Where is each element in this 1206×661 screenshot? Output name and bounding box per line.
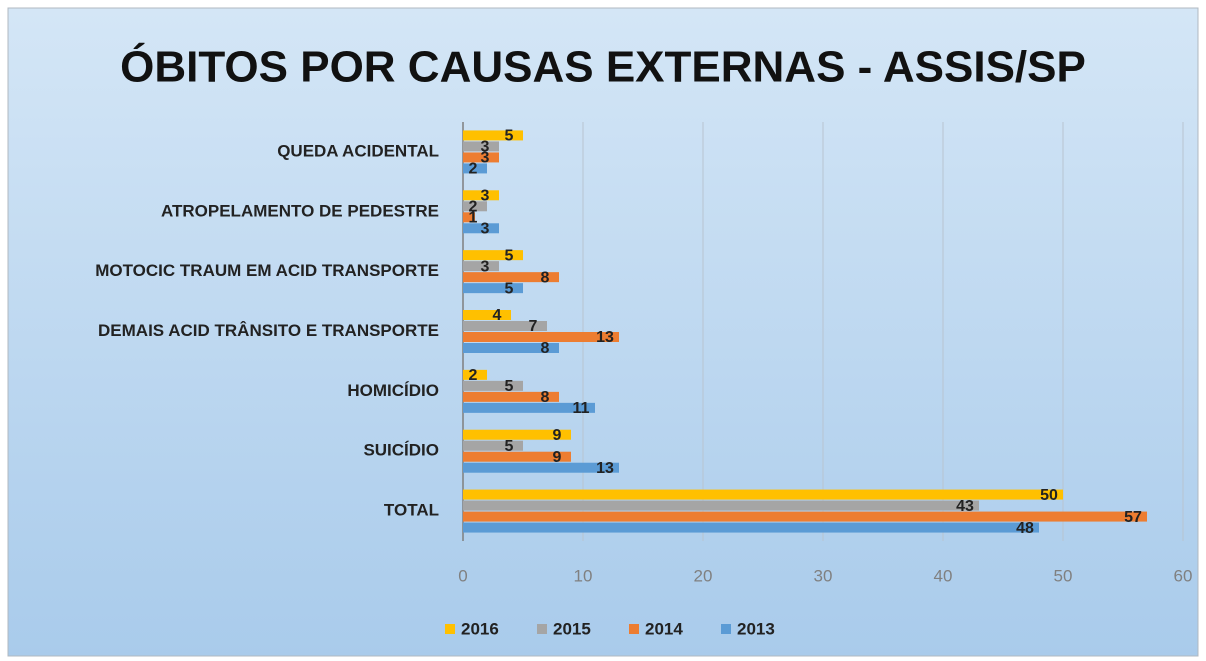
bar bbox=[463, 332, 619, 342]
data-label: 3 bbox=[481, 188, 490, 205]
y-tick-label: QUEDA ACIDENTAL bbox=[277, 141, 439, 160]
data-label: 9 bbox=[553, 449, 562, 466]
bar bbox=[463, 440, 523, 451]
x-tick-label: 40 bbox=[934, 566, 953, 585]
bar bbox=[463, 283, 523, 294]
legend-label: 2016 bbox=[461, 619, 499, 638]
y-tick-label: MOTOCIC TRAUM EM ACID TRANSPORTE bbox=[95, 261, 439, 280]
data-label: 13 bbox=[596, 460, 614, 477]
bar bbox=[463, 489, 1063, 500]
data-label: 2 bbox=[469, 367, 478, 384]
data-label: 5 bbox=[505, 378, 514, 395]
data-label: 8 bbox=[541, 340, 550, 357]
data-label: 11 bbox=[573, 400, 590, 417]
data-label: 43 bbox=[956, 498, 974, 515]
bar bbox=[463, 522, 1039, 533]
data-label: 13 bbox=[596, 329, 614, 346]
bar bbox=[463, 201, 487, 212]
data-label: 8 bbox=[541, 269, 550, 286]
data-label: 48 bbox=[1016, 520, 1034, 537]
data-label: 9 bbox=[553, 427, 562, 444]
bar bbox=[463, 250, 523, 261]
data-label: 5 bbox=[505, 280, 514, 297]
y-tick-label: SUICÍDIO bbox=[363, 441, 439, 460]
x-tick-label: 30 bbox=[814, 566, 833, 585]
legend-swatch bbox=[721, 624, 731, 634]
data-label: 50 bbox=[1040, 487, 1058, 504]
legend-swatch bbox=[537, 624, 547, 634]
data-label: 57 bbox=[1124, 509, 1142, 526]
legend-swatch bbox=[629, 624, 639, 634]
legend-swatch bbox=[445, 624, 455, 634]
data-label: 3 bbox=[481, 139, 490, 156]
bar bbox=[463, 391, 559, 402]
y-tick-label: HOMICÍDIO bbox=[347, 381, 439, 400]
bar bbox=[463, 212, 475, 223]
bar bbox=[463, 223, 499, 234]
bar bbox=[463, 321, 547, 331]
data-label: 3 bbox=[481, 221, 490, 238]
bar bbox=[463, 462, 619, 473]
bar bbox=[463, 369, 487, 380]
x-tick-label: 0 bbox=[458, 566, 467, 585]
data-label: 2 bbox=[469, 199, 478, 216]
legend-label: 2014 bbox=[645, 619, 683, 638]
bar bbox=[463, 451, 571, 462]
data-label: 3 bbox=[481, 258, 490, 275]
data-label: 3 bbox=[481, 150, 490, 167]
x-tick-label: 10 bbox=[574, 566, 593, 585]
bar bbox=[463, 500, 979, 511]
data-label: 1 bbox=[469, 210, 478, 227]
y-tick-label: ATROPELAMENTO DE PEDESTRE bbox=[161, 201, 439, 220]
x-tick-label: 50 bbox=[1054, 566, 1073, 585]
bar bbox=[463, 310, 511, 320]
chart-title: ÓBITOS POR CAUSAS EXTERNAS - ASSIS/SP bbox=[120, 42, 1086, 92]
bar bbox=[463, 152, 499, 163]
x-tick-label: 20 bbox=[694, 566, 713, 585]
data-label: 7 bbox=[529, 318, 538, 335]
y-tick-label: DEMAIS ACID TRÂNSITO E TRANSPORTE bbox=[98, 321, 439, 340]
legend-label: 2013 bbox=[737, 619, 775, 638]
y-tick-label: TOTAL bbox=[384, 501, 439, 520]
bar bbox=[463, 261, 499, 272]
data-label: 8 bbox=[541, 389, 550, 406]
bar bbox=[463, 190, 499, 201]
legend-label: 2015 bbox=[553, 619, 591, 638]
bar bbox=[463, 343, 559, 353]
data-label: 2 bbox=[469, 161, 478, 178]
bar bbox=[463, 141, 499, 152]
data-label: 4 bbox=[493, 307, 502, 324]
bar bbox=[463, 511, 1147, 522]
bar bbox=[463, 380, 523, 391]
bar bbox=[463, 130, 523, 141]
data-label: 5 bbox=[505, 128, 514, 145]
bar bbox=[463, 163, 487, 174]
bar bbox=[463, 272, 559, 283]
data-label: 5 bbox=[505, 438, 514, 455]
bar bbox=[463, 402, 595, 413]
bar bbox=[463, 429, 571, 440]
data-label: 5 bbox=[505, 247, 514, 264]
x-tick-label: 60 bbox=[1174, 566, 1193, 585]
